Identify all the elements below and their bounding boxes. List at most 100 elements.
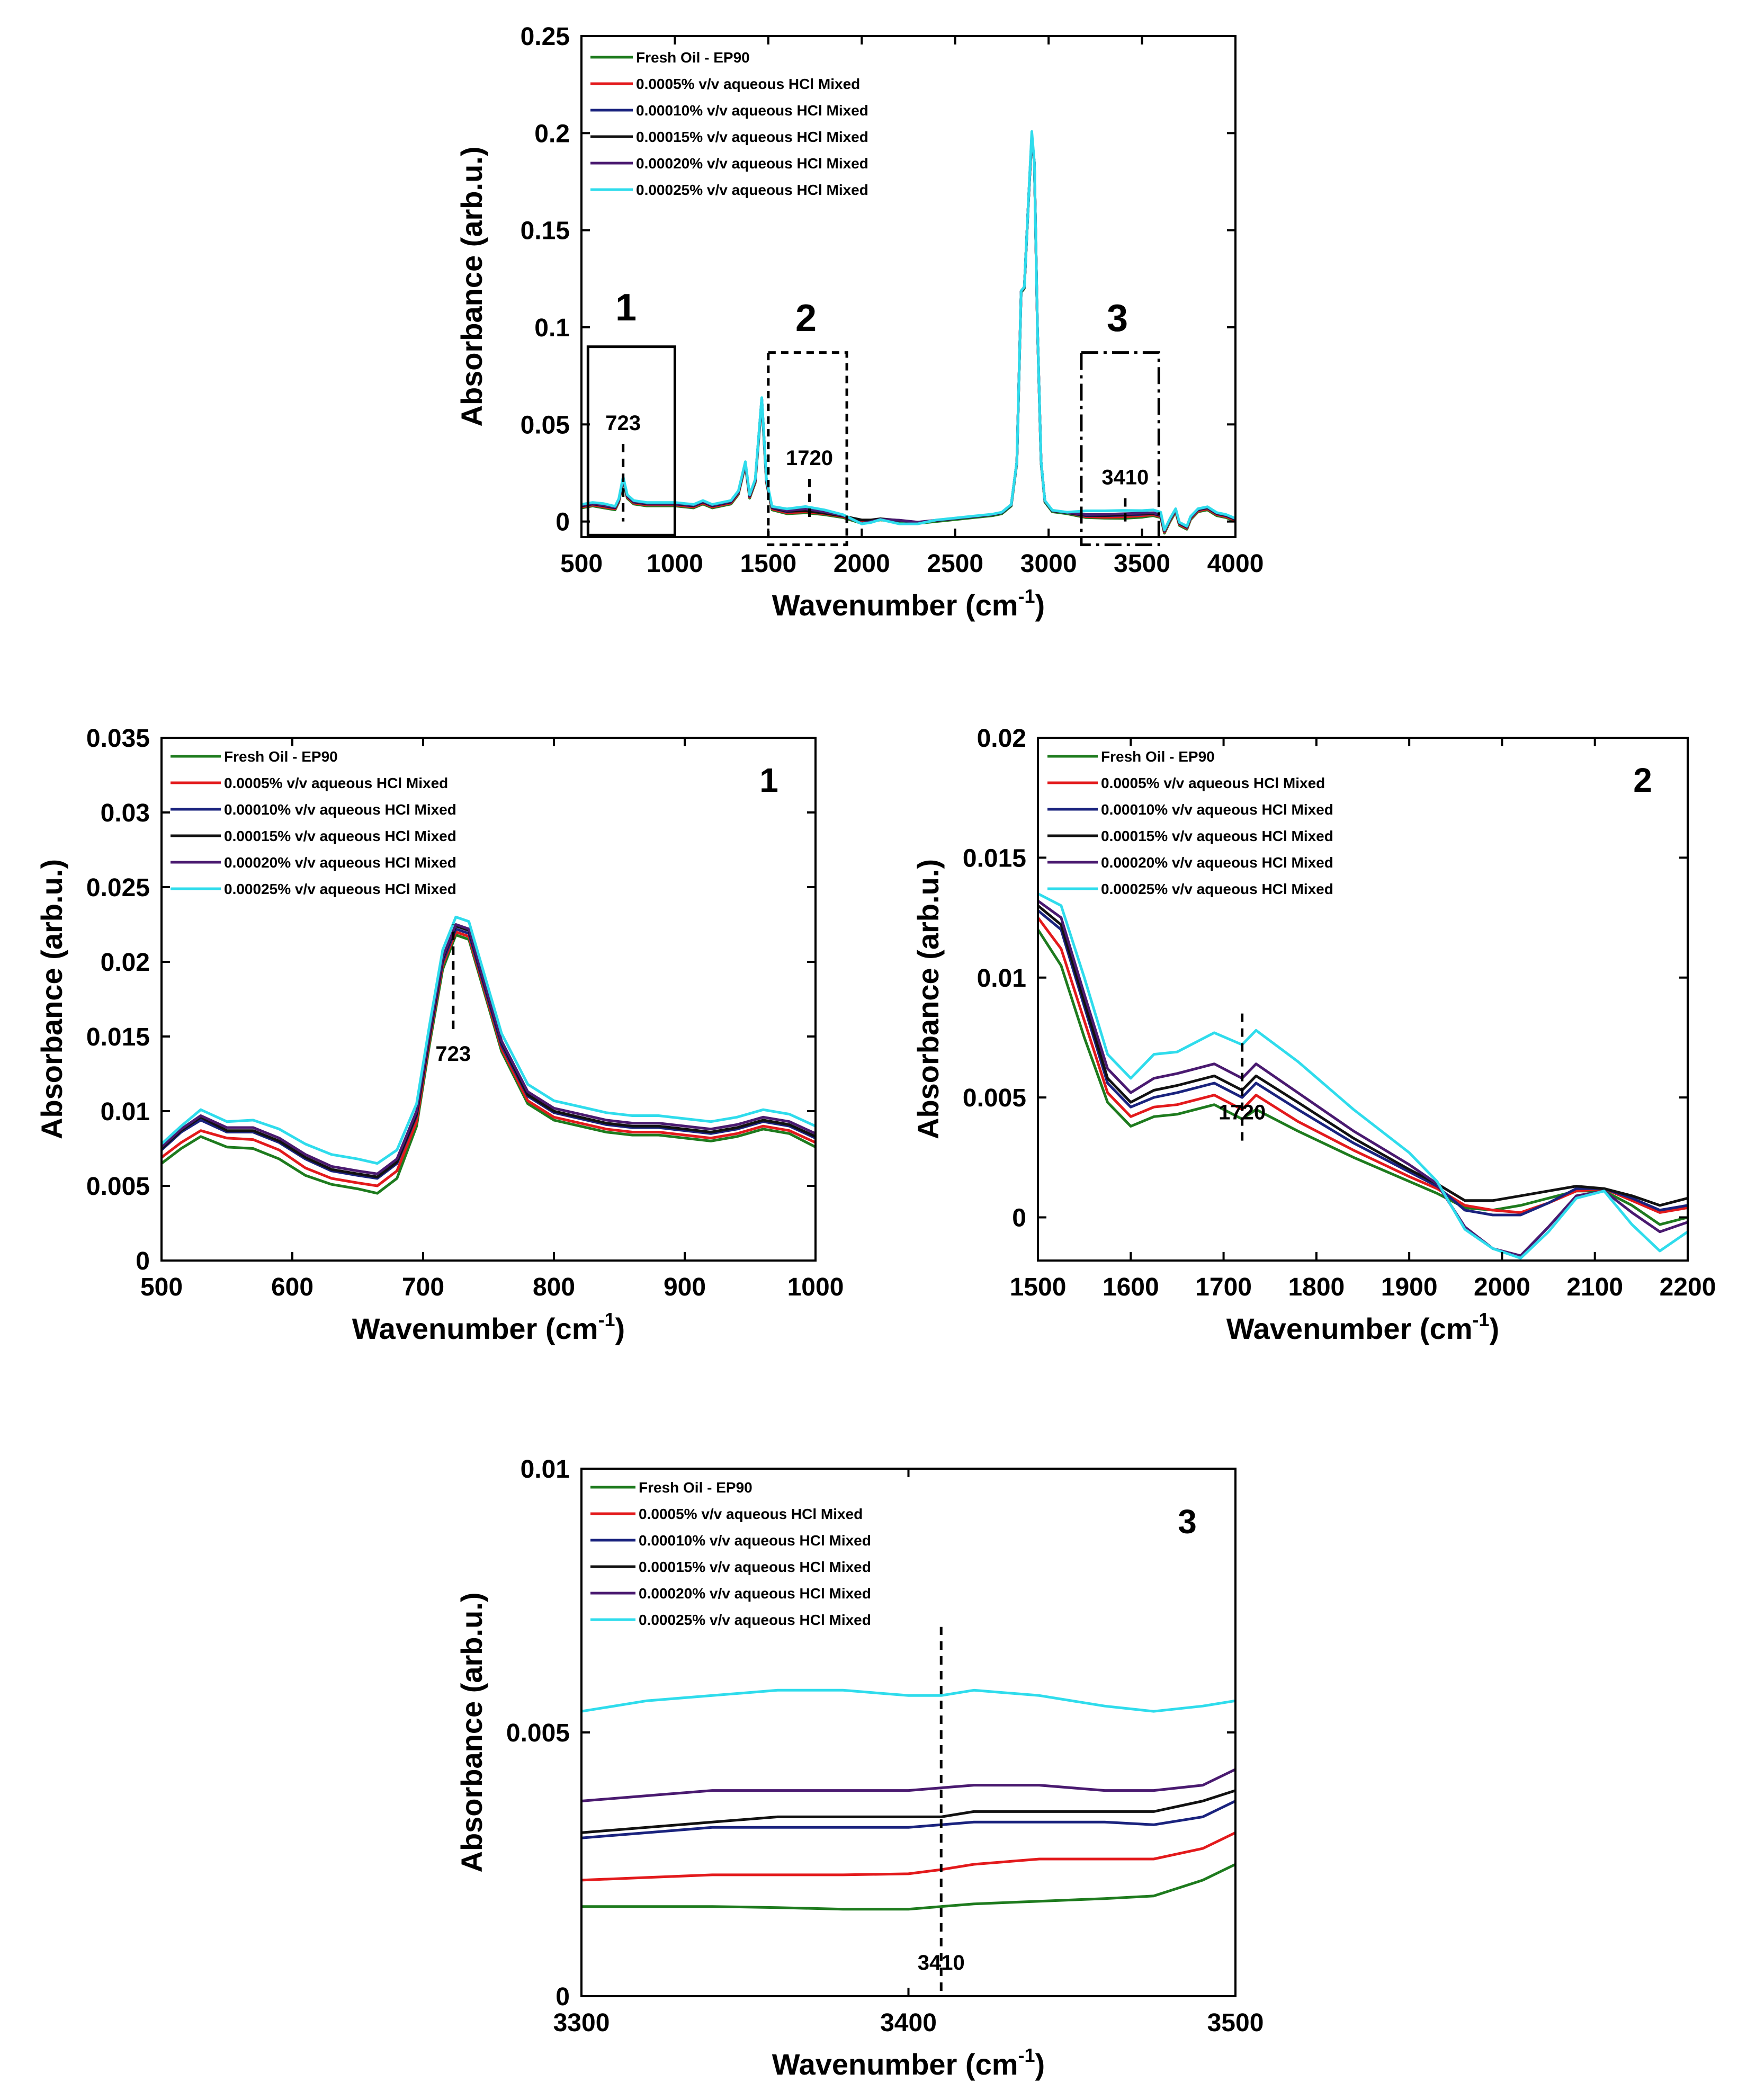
peak-label: 723: [435, 1042, 471, 1066]
series-line-c00020: [162, 923, 816, 1175]
legend-entry: Fresh Oil - EP90: [224, 748, 338, 765]
legend-entry: 0.00010% v/v aqueous HCl Mixed: [639, 1532, 871, 1549]
series-line-c00025: [162, 915, 816, 1165]
y-tick-label: 0.01: [977, 964, 1026, 993]
x-tick-label: 3500: [1114, 550, 1170, 578]
legend-entry: 0.00020% v/v aqueous HCl Mixed: [224, 854, 456, 871]
legend-entry: 0.00020% v/v aqueous HCl Mixed: [1101, 854, 1333, 871]
x-tick-label: 1900: [1381, 1273, 1438, 1301]
region-box-2: [767, 351, 848, 547]
chart-region3: 3410 3300 3400 3500 0 0.005 0.01 Wavenumber (cm…: [455, 1455, 1264, 2081]
series-group: [581, 130, 1235, 535]
plot-frame: [580, 35, 1237, 538]
legend: Fresh Oil - EP90 0.0005% v/v aqueous HCl …: [171, 748, 456, 897]
series-group: [1038, 892, 1688, 1259]
legend-entry: 0.0005% v/v aqueous HCl Mixed: [224, 775, 448, 791]
series-line-c00010: [1038, 909, 1688, 1217]
y-tick-label: 0.02: [977, 725, 1026, 753]
series-group: [162, 915, 816, 1195]
x-axis-label-text: Wavenumber (cm: [1226, 1312, 1473, 1345]
peak-label: 1720: [786, 446, 833, 470]
series-line-c00025: [581, 130, 1235, 532]
y-tick-label: 0.05: [521, 411, 570, 439]
y-tick-label: 0: [556, 1983, 570, 2011]
x-tick-label: 2000: [1474, 1273, 1530, 1301]
series-line-c00020: [581, 1768, 1235, 1802]
plot-frame: [160, 737, 817, 1262]
x-axis-label-close: ): [1035, 588, 1045, 622]
y-axis-label: Absorbance (arb.u.): [455, 1593, 488, 1873]
legend-entry: 0.00025% v/v aqueous HCl Mixed: [1101, 881, 1333, 897]
y-tick-label: 0.2: [534, 120, 570, 148]
y-tick-label: 0.01: [521, 1455, 570, 1484]
y-tick-label: 0: [1012, 1204, 1026, 1232]
x-tick-label: 500: [140, 1273, 183, 1301]
x-tick-label: 2100: [1566, 1273, 1623, 1301]
chart-region2: 1720 1500 1600 1700 1800 1900 2000 2100 2200 0 0.0…: [911, 725, 1716, 1345]
y-axis-label: Absorbance (arb.u.): [35, 859, 68, 1139]
x-tick-label: 1600: [1103, 1273, 1159, 1301]
panel-label: 1: [759, 761, 778, 799]
y-axis-label: Absorbance (arb.u.): [911, 859, 945, 1139]
region-box-1: [586, 345, 676, 537]
x-tick-label: 1500: [740, 550, 796, 578]
legend: Fresh Oil - EP90 0.0005% v/v aqueous HCl …: [590, 49, 868, 198]
y-axis-label: Absorbance (arb.u.): [455, 147, 488, 427]
x-tick-label: 1700: [1195, 1273, 1252, 1301]
legend-entry: Fresh Oil - EP90: [639, 1479, 752, 1496]
legend: Fresh Oil - EP90 0.0005% v/v aqueous HCl …: [1047, 748, 1333, 897]
legend-entry: 0.0005% v/v aqueous HCl Mixed: [1101, 775, 1325, 791]
series-line-c00015: [162, 924, 816, 1178]
x-axis-label-text: Wavenumber (cm: [352, 1312, 598, 1345]
x-tick-label: 2500: [927, 550, 983, 578]
x-tick-label: 700: [402, 1273, 444, 1301]
x-axis-label-superscript: -1: [1018, 585, 1035, 607]
x-tick-label: 3000: [1020, 550, 1077, 578]
x-axis-label-close: ): [1490, 1312, 1500, 1345]
y-tick-label: 0.15: [521, 217, 570, 245]
legend-entry: 0.00015% v/v aqueous HCl Mixed: [639, 1559, 871, 1575]
y-tick-label: 0.035: [86, 725, 150, 753]
x-tick-label: 1800: [1288, 1273, 1345, 1301]
y-tick-label: 0.03: [101, 799, 150, 827]
x-axis-label-superscript: -1: [1473, 1309, 1490, 1330]
series-line-fresh: [581, 1863, 1235, 1911]
x-axis-label-close: ): [615, 1312, 625, 1345]
legend-entry: 0.00010% v/v aqueous HCl Mixed: [636, 102, 868, 119]
region-label-2: 2: [795, 297, 817, 339]
series-line-fresh: [162, 933, 816, 1195]
series-line-c00015: [1038, 904, 1688, 1207]
legend-entry: 0.00010% v/v aqueous HCl Mixed: [224, 801, 456, 818]
x-tick-label: 1000: [787, 1273, 844, 1301]
legend-entry: 0.00015% v/v aqueous HCl Mixed: [1101, 828, 1333, 844]
chart-region1: 723 500 600 700 800 900 1000 0 0.005 0.01 0.015 0.0…: [35, 725, 844, 1345]
series-line-c00025: [581, 1688, 1235, 1713]
series-line-c00010: [162, 927, 816, 1180]
x-tick-label: 900: [664, 1273, 706, 1301]
region-label-1: 1: [615, 287, 637, 329]
y-tick-label: 0: [556, 508, 570, 537]
x-axis-label-text: Wavenumber (cm: [772, 2048, 1018, 2081]
x-axis-label: Wavenumber (cm-1): [1226, 1309, 1499, 1345]
x-axis-label: Wavenumber (cm-1): [772, 585, 1045, 622]
y-tick-label: 0: [136, 1247, 150, 1275]
legend-entry: 0.00020% v/v aqueous HCl Mixed: [639, 1585, 871, 1602]
x-axis-label-text: Wavenumber (cm: [772, 588, 1018, 622]
legend-entry: 0.00015% v/v aqueous HCl Mixed: [636, 129, 868, 145]
x-axis-label: Wavenumber (cm-1): [352, 1309, 625, 1345]
y-tick-label: 0.25: [521, 23, 570, 51]
peak-label: 1720: [1219, 1101, 1266, 1124]
legend-entry: 0.00010% v/v aqueous HCl Mixed: [1101, 801, 1333, 818]
x-axis-label-superscript: -1: [1018, 2044, 1035, 2066]
x-tick-label: 3300: [553, 2009, 610, 2037]
x-tick-label: 600: [271, 1273, 313, 1301]
legend-entry: 0.00025% v/v aqueous HCl Mixed: [636, 182, 868, 198]
x-tick-label: 500: [560, 550, 603, 578]
x-axis-label-superscript: -1: [598, 1309, 615, 1330]
chart-overview: 1 2 3 723 1720 3410 500 1000 1500 2000 2500 3000 350…: [455, 23, 1264, 622]
region-box-3: [1080, 351, 1160, 547]
legend-entry: Fresh Oil - EP90: [1101, 748, 1215, 765]
x-tick-label: 1000: [647, 550, 703, 578]
series-line-c00015: [581, 1789, 1235, 1834]
